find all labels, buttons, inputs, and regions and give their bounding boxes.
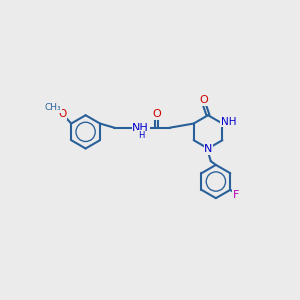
Text: O: O	[200, 95, 208, 105]
Text: NH: NH	[221, 117, 237, 127]
Text: N: N	[204, 144, 213, 154]
Text: H: H	[138, 130, 144, 140]
Text: F: F	[232, 190, 239, 200]
Text: O: O	[152, 109, 161, 119]
Text: NH: NH	[132, 123, 149, 133]
Text: O: O	[58, 109, 67, 119]
Text: CH₃: CH₃	[44, 103, 61, 112]
